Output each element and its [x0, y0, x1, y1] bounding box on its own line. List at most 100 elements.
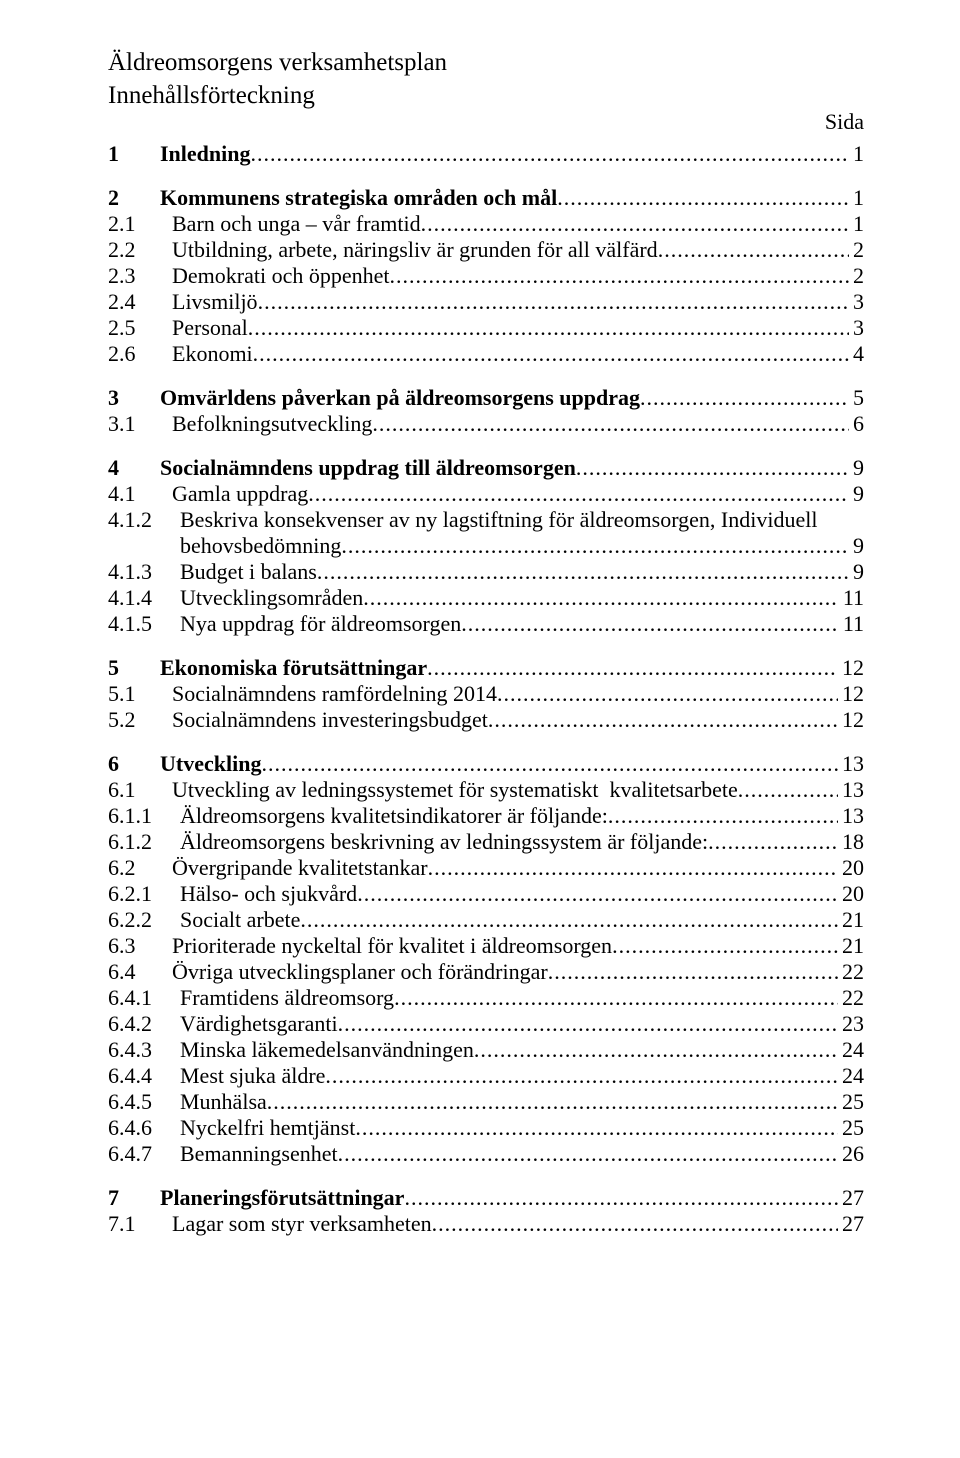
toc-number: 2.6	[108, 341, 172, 367]
toc-leader-dots	[708, 829, 838, 855]
toc-entry-continuation: behovsbedömning9	[108, 533, 864, 559]
toc-leader-dots	[608, 803, 838, 829]
toc-entry: 6Utveckling13	[108, 751, 864, 777]
toc-page: 24	[838, 1063, 864, 1089]
toc-gap	[108, 437, 864, 455]
toc-number: 6.3	[108, 933, 172, 959]
toc-leader-dots	[325, 1063, 838, 1089]
toc-leader-dots	[258, 289, 849, 315]
toc-label: Inledning	[160, 141, 251, 167]
toc-entry: 2.2Utbildning, arbete, näringsliv är gru…	[108, 237, 864, 263]
toc-label: Socialnämndens ramfördelning 2014	[172, 681, 497, 707]
toc-page: 23	[838, 1011, 864, 1037]
toc-entry: 6.2.2Socialt arbete21	[108, 907, 864, 933]
toc-leader-dots	[394, 985, 838, 1011]
toc-leader-dots	[261, 751, 838, 777]
toc-entry: 7Planeringsförutsättningar27	[108, 1185, 864, 1211]
toc-label: Äldreomsorgens beskrivning av ledningssy…	[180, 829, 708, 855]
toc-gap	[108, 167, 864, 185]
toc-label: Bemanningsenhet	[180, 1141, 338, 1167]
toc-label: Kommunens strategiska områden och mål	[160, 185, 557, 211]
toc-page: 24	[838, 1037, 864, 1063]
toc-entry: 6.4.5Munhälsa25	[108, 1089, 864, 1115]
toc-number: 2.3	[108, 263, 172, 289]
toc-page: 11	[839, 585, 864, 611]
toc-number: 6.1.2	[108, 829, 180, 855]
toc-page: 9	[849, 481, 864, 507]
toc-number: 6.2	[108, 855, 172, 881]
toc-number: 5	[108, 655, 160, 681]
toc-leader-dots	[557, 185, 849, 211]
toc-leader-dots	[497, 681, 838, 707]
toc-leader-dots	[338, 1011, 838, 1037]
toc-number: 6.4.5	[108, 1089, 180, 1115]
toc-page: 25	[838, 1089, 864, 1115]
toc-page: 18	[838, 829, 864, 855]
toc-page: 22	[838, 959, 864, 985]
toc-leader-dots	[640, 385, 849, 411]
toc-leader-dots	[428, 855, 838, 881]
toc-leader-dots	[355, 1115, 838, 1141]
toc-page: 5	[849, 385, 864, 411]
toc-number: 2.4	[108, 289, 172, 315]
toc-entry: 4.1.2Beskriva konsekvenser av ny lagstif…	[108, 507, 864, 533]
toc-number: 2	[108, 185, 160, 211]
toc-entry: 3Omvärldens påverkan på äldreomsorgens u…	[108, 385, 864, 411]
toc-number: 7.1	[108, 1211, 172, 1237]
toc-leader-dots	[738, 777, 838, 803]
toc-entry: 6.4.6Nyckelfri hemtjänst25	[108, 1115, 864, 1141]
toc-gap	[108, 637, 864, 655]
toc-leader-dots	[390, 263, 850, 289]
toc-leader-dots	[253, 341, 849, 367]
toc-label: Övriga utvecklingsplaner och förändringa…	[172, 959, 548, 985]
toc-number: 3	[108, 385, 160, 411]
toc-leader-dots	[461, 611, 839, 637]
toc-page: 11	[839, 611, 864, 637]
toc-number: 3.1	[108, 411, 172, 437]
toc-entry: 7.1Lagar som styr verksamheten27	[108, 1211, 864, 1237]
doc-title-1: Äldreomsorgens verksamhetsplan	[108, 48, 864, 79]
toc-label: Socialnämndens investeringsbudget	[172, 707, 488, 733]
toc-leader-dots	[357, 881, 838, 907]
toc-number: 4	[108, 455, 160, 481]
toc-entry: 5.1Socialnämndens ramfördelning 201412	[108, 681, 864, 707]
toc-number: 6.4.3	[108, 1037, 180, 1063]
toc-label: Barn och unga – vår framtid	[172, 211, 421, 237]
toc-gap	[108, 1167, 864, 1185]
toc-label: Budget i balans	[180, 559, 317, 585]
table-of-contents: 1Inledning12Kommunens strategiska område…	[108, 141, 864, 1237]
toc-number: 6.4.4	[108, 1063, 180, 1089]
toc-label: Minska läkemedelsanvändningen	[180, 1037, 474, 1063]
toc-number: 6.1	[108, 777, 172, 803]
toc-page: 9	[849, 455, 864, 481]
toc-page: 9	[849, 559, 864, 585]
toc-entry: 4Socialnämndens uppdrag till äldreomsorg…	[108, 455, 864, 481]
toc-leader-dots	[488, 707, 838, 733]
page: Äldreomsorgens verksamhetsplan Innehålls…	[0, 0, 960, 1458]
toc-page: 2	[849, 237, 864, 263]
toc-entry: 2.1Barn och unga – vår framtid1	[108, 211, 864, 237]
toc-entry: 6.4.3Minska läkemedelsanvändningen 24	[108, 1037, 864, 1063]
toc-leader-dots	[317, 559, 849, 585]
toc-entry: 4.1.4Utvecklingsområden11	[108, 585, 864, 611]
toc-label: Ekonomiska förutsättningar	[160, 655, 427, 681]
toc-page: 2	[849, 263, 864, 289]
toc-label: Omvärldens påverkan på äldreomsorgens up…	[160, 385, 640, 411]
toc-leader-dots	[658, 237, 849, 263]
toc-page: 13	[838, 751, 864, 777]
toc-label: Lagar som styr verksamheten	[172, 1211, 432, 1237]
toc-leader-dots	[421, 211, 849, 237]
toc-entry: 6.4Övriga utvecklingsplaner och förändri…	[108, 959, 864, 985]
toc-number: 2.2	[108, 237, 172, 263]
toc-page: 27	[838, 1185, 864, 1211]
toc-entry: 6.4.2Värdighetsgaranti23	[108, 1011, 864, 1037]
toc-page: 21	[838, 907, 864, 933]
toc-entry: 3.1Befolkningsutveckling6	[108, 411, 864, 437]
toc-label: Prioriterade nyckeltal för kvalitet i äl…	[172, 933, 612, 959]
toc-entry: 4.1Gamla uppdrag9	[108, 481, 864, 507]
toc-page: 3	[849, 315, 864, 341]
toc-number: 5.1	[108, 681, 172, 707]
toc-page: 20	[838, 855, 864, 881]
toc-number: 4.1.4	[108, 585, 180, 611]
toc-entry: 2.3Demokrati och öppenhet2	[108, 263, 864, 289]
